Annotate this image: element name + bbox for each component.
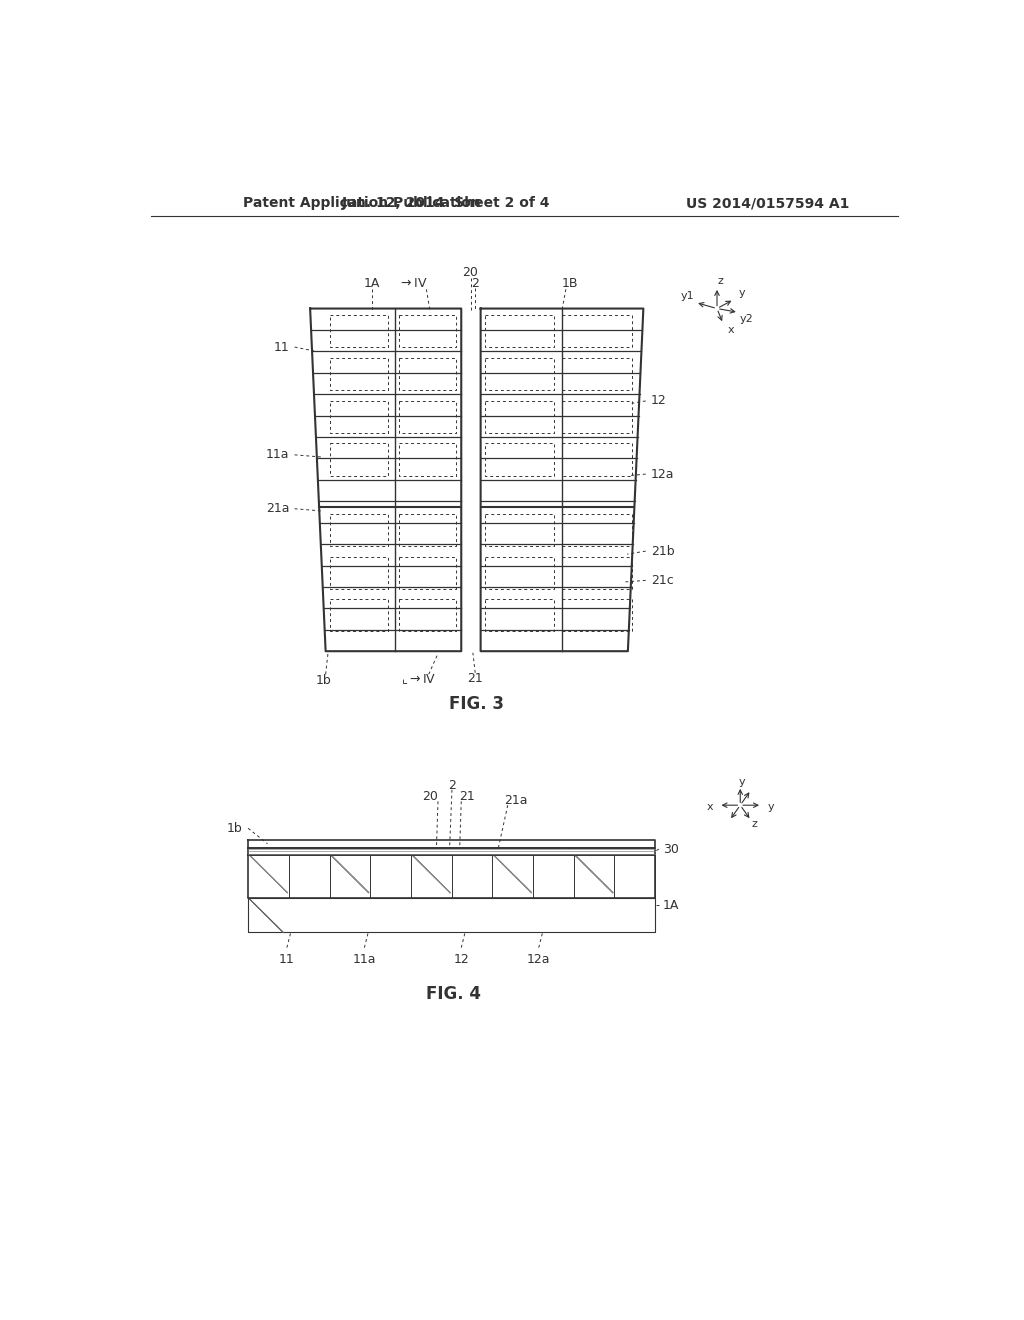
Text: 21a: 21a <box>504 795 527 807</box>
Text: y: y <box>738 288 745 298</box>
Text: x: x <box>707 801 713 812</box>
Text: 21: 21 <box>467 672 483 685</box>
Text: z: z <box>717 276 723 286</box>
Text: 21c: 21c <box>651 574 674 587</box>
Text: 11a: 11a <box>352 953 376 966</box>
Text: x: x <box>728 325 734 335</box>
Text: 2: 2 <box>449 779 456 792</box>
Text: 21: 21 <box>460 791 475 804</box>
Text: y: y <box>738 777 745 787</box>
Text: 1A: 1A <box>663 899 679 912</box>
Text: 11: 11 <box>279 953 295 966</box>
Text: 20: 20 <box>463 265 478 279</box>
Text: 12: 12 <box>454 953 469 966</box>
Text: $\rightarrow$IV: $\rightarrow$IV <box>398 277 428 290</box>
Text: 21b: 21b <box>651 545 675 557</box>
Text: US 2014/0157594 A1: US 2014/0157594 A1 <box>686 197 849 210</box>
Text: 11: 11 <box>273 341 289 354</box>
Text: 12: 12 <box>651 395 667 408</box>
Text: 12a: 12a <box>527 953 551 966</box>
Text: FIG. 3: FIG. 3 <box>450 694 504 713</box>
Text: y: y <box>767 801 774 812</box>
Text: 1A: 1A <box>364 277 380 290</box>
Text: FIG. 4: FIG. 4 <box>426 985 481 1003</box>
Text: 1b: 1b <box>315 675 331 686</box>
Text: y1: y1 <box>681 292 694 301</box>
Text: 20: 20 <box>422 791 438 804</box>
Text: y2: y2 <box>739 314 754 323</box>
Text: 30: 30 <box>663 842 679 855</box>
Text: 1b: 1b <box>227 822 243 834</box>
Text: 12a: 12a <box>651 467 675 480</box>
Text: $\llcorner$$\rightarrow$IV: $\llcorner$$\rightarrow$IV <box>401 672 436 686</box>
Text: Patent Application Publication: Patent Application Publication <box>243 197 480 210</box>
Text: z: z <box>752 820 757 829</box>
Text: 2: 2 <box>471 277 479 289</box>
Text: 1B: 1B <box>561 277 578 290</box>
Text: 21a: 21a <box>265 502 289 515</box>
Text: Jun. 12, 2014  Sheet 2 of 4: Jun. 12, 2014 Sheet 2 of 4 <box>341 197 550 210</box>
Text: 11a: 11a <box>265 449 289 462</box>
